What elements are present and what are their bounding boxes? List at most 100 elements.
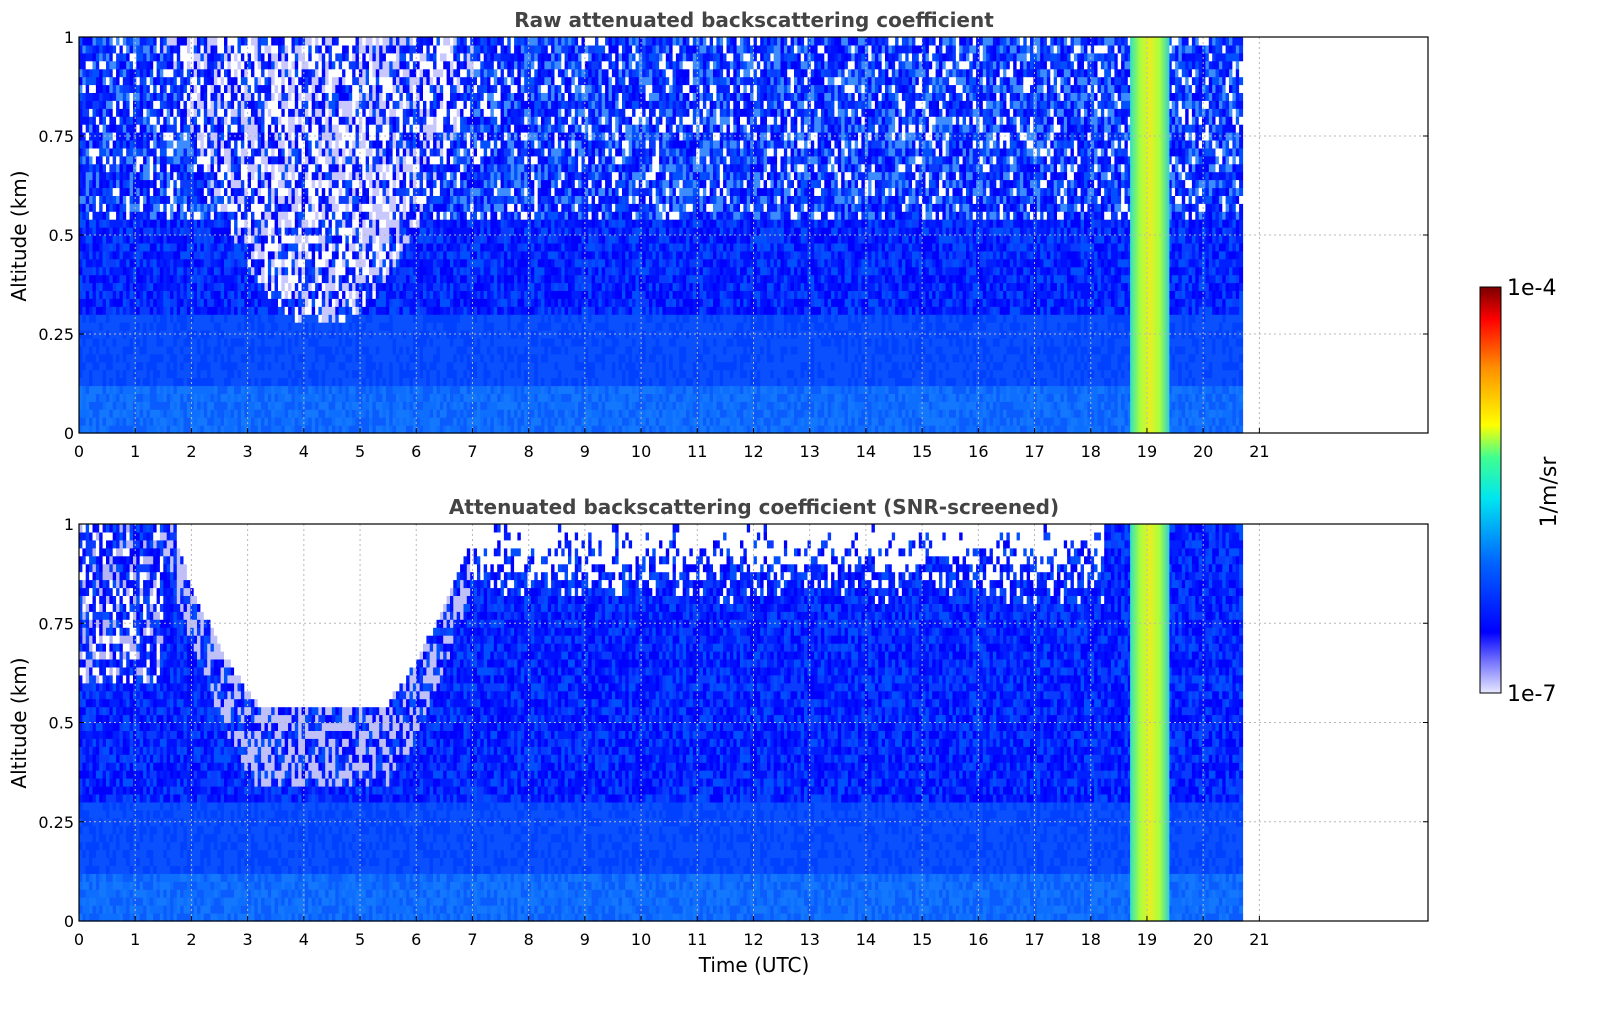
- heatmap-cell: [207, 314, 212, 323]
- heatmap-cell: [180, 195, 185, 204]
- heatmap-cell: [257, 52, 262, 62]
- heatmap-cell: [224, 52, 228, 62]
- heatmap-cell: [143, 52, 148, 62]
- heatmap-cell: [176, 84, 181, 93]
- heatmap-cell: [244, 361, 249, 371]
- heatmap-cell: [294, 52, 299, 62]
- heatmap-cell: [230, 290, 235, 299]
- heatmap-cell: [200, 132, 205, 141]
- heatmap-cell: [247, 274, 252, 284]
- heatmap-cell: [183, 52, 188, 62]
- heatmap-cell: [166, 124, 171, 133]
- heatmap-cell: [210, 84, 215, 93]
- heatmap-cell: [213, 393, 218, 402]
- heatmap-cell: [335, 409, 340, 418]
- heatmap-cell: [308, 52, 313, 62]
- heatmap-cell: [126, 132, 131, 141]
- heatmap-cell: [224, 140, 228, 149]
- heatmap-cell: [217, 76, 222, 86]
- heatmap-cell: [95, 345, 100, 355]
- heatmap-cell: [257, 227, 262, 236]
- heatmap-cell: [139, 235, 144, 244]
- heatmap-cell: [210, 211, 215, 220]
- heatmap-cell: [116, 409, 121, 418]
- heatmap-cell: [99, 187, 104, 196]
- heatmap-cell: [348, 393, 353, 402]
- heatmap-cell: [217, 108, 222, 117]
- heatmap-cell: [257, 147, 262, 157]
- heatmap-cell: [190, 377, 195, 387]
- heatmap-cell: [240, 68, 245, 78]
- heatmap-cell: [362, 425, 367, 434]
- heatmap-cell: [335, 211, 340, 220]
- heatmap-cell: [170, 258, 175, 268]
- heatmap-cell: [146, 155, 151, 165]
- heatmap-cell: [92, 282, 97, 291]
- heatmap-cell: [136, 52, 141, 62]
- heatmap-cell: [116, 282, 121, 291]
- heatmap-cell: [85, 235, 90, 244]
- heatmap-cell: [170, 417, 175, 426]
- heatmap-cell: [82, 171, 87, 181]
- heatmap-cell: [92, 377, 97, 387]
- heatmap-cell: [166, 401, 171, 410]
- heatmap-cell: [136, 266, 141, 276]
- heatmap-cell: [173, 417, 178, 426]
- heatmap-cell: [170, 92, 175, 101]
- heatmap-cell: [146, 140, 151, 149]
- heatmap-cell: [143, 140, 148, 149]
- heatmap-cell: [294, 258, 299, 268]
- heatmap-cell: [99, 124, 104, 133]
- heatmap-cell: [85, 140, 90, 149]
- heatmap-cell: [207, 227, 212, 236]
- heatmap-cell: [163, 282, 168, 291]
- heatmap-cell: [186, 211, 191, 220]
- heatmap-cell: [224, 401, 228, 410]
- heatmap-cell: [237, 100, 242, 109]
- heatmap-cell: [156, 76, 161, 86]
- heatmap-cell: [99, 298, 104, 307]
- heatmap-cell: [166, 298, 171, 307]
- heatmap-cell: [139, 124, 144, 133]
- heatmap-cell: [220, 235, 225, 244]
- heatmap-cell: [106, 409, 110, 418]
- heatmap-cell: [173, 250, 178, 260]
- heatmap-cell: [126, 52, 131, 62]
- heatmap-cell: [234, 361, 239, 371]
- heatmap-cell: [106, 108, 110, 117]
- heatmap-cell: [240, 377, 245, 387]
- heatmap-cell: [166, 345, 171, 355]
- heatmap-cell: [240, 385, 245, 394]
- heatmap-cell: [102, 84, 107, 93]
- heatmap-cell: [149, 179, 154, 189]
- heatmap-cell: [183, 124, 188, 133]
- heatmap-cell: [126, 353, 131, 363]
- heatmap-cell: [143, 306, 148, 315]
- heatmap-cell: [193, 385, 198, 394]
- heatmap-cell: [159, 401, 164, 410]
- heatmap-cell: [234, 417, 239, 426]
- heatmap-cell: [82, 425, 87, 434]
- heatmap-cell: [362, 235, 367, 244]
- heatmap-cell: [153, 314, 158, 323]
- heatmap-cell: [203, 242, 208, 252]
- heatmap-cell: [143, 84, 148, 93]
- heatmap-cell: [237, 345, 242, 355]
- heatmap-cell: [122, 425, 127, 434]
- heatmap-cell: [227, 338, 232, 347]
- heatmap-cell: [227, 361, 232, 371]
- heatmap-cell: [375, 353, 380, 363]
- heatmap-cell: [217, 52, 222, 62]
- heatmap-cell: [247, 203, 252, 212]
- heatmap-cell: [230, 345, 235, 355]
- heatmap-cell: [163, 274, 168, 284]
- heatmap-cell: [176, 369, 181, 379]
- heatmap-cell: [335, 250, 340, 260]
- heatmap-cell: [82, 227, 87, 236]
- heatmap-cell: [217, 266, 222, 276]
- heatmap-cell: [95, 76, 100, 86]
- heatmap-cell: [237, 235, 242, 244]
- heatmap-cell: [159, 140, 164, 149]
- heatmap-cell: [240, 298, 245, 307]
- heatmap-cell: [362, 195, 367, 204]
